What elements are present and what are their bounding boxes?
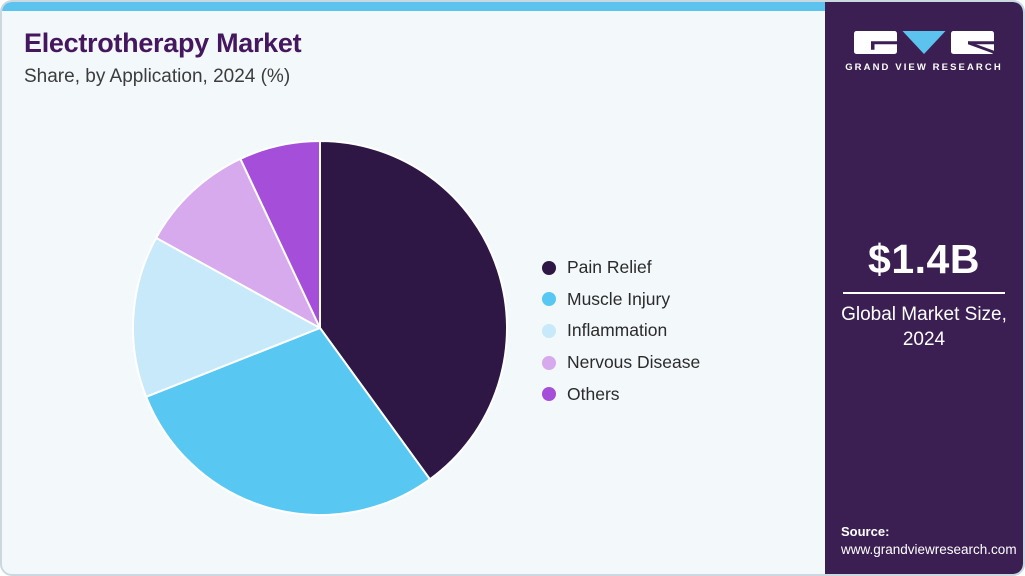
legend-label: Pain Relief xyxy=(567,257,652,278)
legend-swatch-icon xyxy=(542,355,556,370)
legend-swatch-icon xyxy=(542,292,556,307)
source-url-link[interactable]: www.grandviewresearch.com xyxy=(841,542,1017,557)
legend-item-others: Others xyxy=(542,378,700,410)
pie-slice-muscle-injury xyxy=(145,327,431,516)
top-accent-bar xyxy=(2,2,1023,11)
header: Electrotherapy Market Share, by Applicat… xyxy=(24,28,302,88)
legend-label: Inflammation xyxy=(567,320,668,341)
market-size-label: Global Market Size, 2024 xyxy=(841,304,1007,351)
legend-label: Muscle Injury xyxy=(567,288,671,309)
legend-swatch-icon xyxy=(542,260,556,275)
market-size-value: $1.4B xyxy=(868,236,980,282)
chart-title: Electrotherapy Market xyxy=(24,28,302,58)
legend-label: Nervous Disease xyxy=(567,352,701,373)
legend: Pain Relief Muscle Injury Inflammation N… xyxy=(542,252,700,410)
market-size-block: $1.4B Global Market Size, 2024 xyxy=(837,236,1011,352)
legend-swatch-icon xyxy=(542,323,556,338)
pie-slice-inflammation xyxy=(132,236,321,398)
source-block: Source: www.grandviewresearch.com xyxy=(841,524,1017,557)
pie-slice-others xyxy=(239,140,321,329)
legend-swatch-icon xyxy=(542,387,556,402)
legend-item-inflammation: Inflammation xyxy=(542,315,700,347)
brand-name: GRAND VIEW RESEARCH xyxy=(845,62,1003,73)
pie-chart-svg xyxy=(132,140,508,516)
chart-subtitle: Share, by Application, 2024 (%) xyxy=(24,66,291,87)
pie-chart xyxy=(130,138,510,518)
source-label: Source: xyxy=(841,524,890,539)
gvr-logo-icon xyxy=(854,31,994,54)
pie-slice-nervous-disease xyxy=(155,157,321,329)
legend-item-nervous-disease: Nervous Disease xyxy=(542,347,700,379)
brand-logo: GRAND VIEW RESEARCH xyxy=(825,31,1023,73)
legend-label: Others xyxy=(567,383,620,404)
legend-item-muscle-injury: Muscle Injury xyxy=(542,284,700,316)
divider xyxy=(843,292,1005,294)
sidebar: GRAND VIEW RESEARCH $1.4B Global Market … xyxy=(825,2,1023,574)
pie-slice-pain-relief xyxy=(319,140,508,481)
legend-item-pain-relief: Pain Relief xyxy=(542,252,700,284)
